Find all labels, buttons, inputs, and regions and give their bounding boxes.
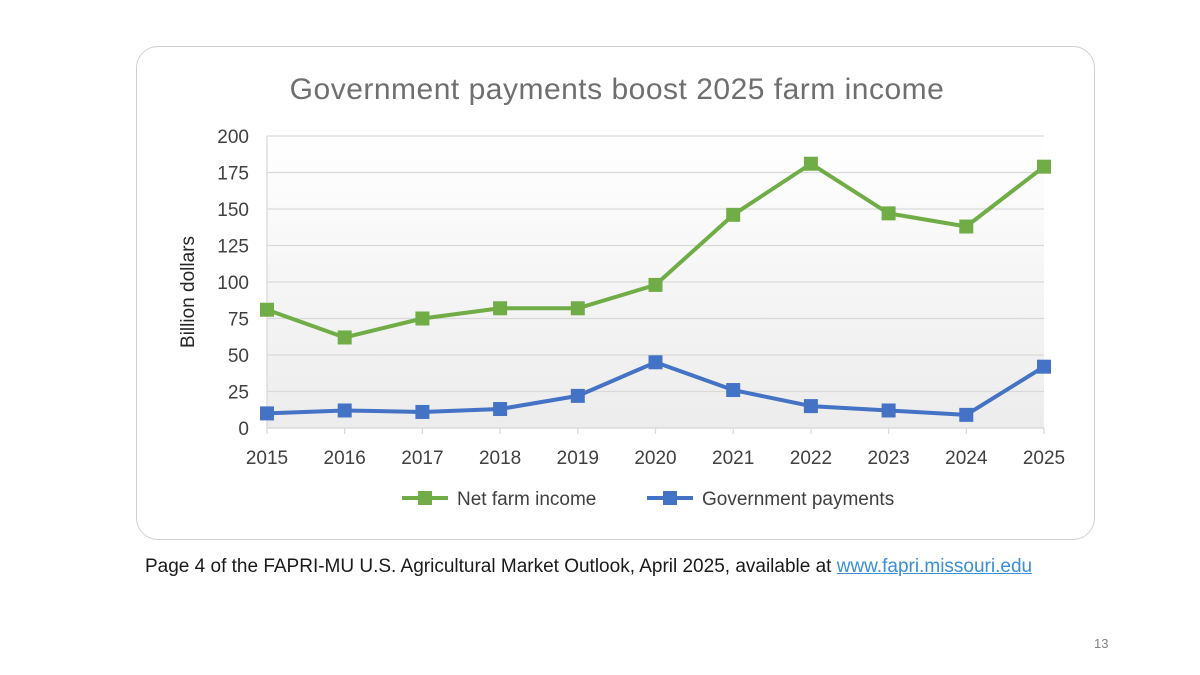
x-tick-label: 2016 [324, 448, 366, 469]
data-point-marker [1037, 159, 1051, 174]
chart-title: Government payments boost 2025 farm inco… [290, 73, 945, 106]
axis-layer: 0 25 50 75 100 125 150 175 200 2015 2016 2017 2018 20… [217, 127, 1065, 469]
data-point-marker [648, 277, 663, 292]
data-point-marker [493, 402, 508, 417]
x-tick-label: 2022 [790, 448, 832, 469]
data-point-marker [260, 302, 274, 317]
caption-text: Page 4 of the FAPRI-MU U.S. Agricultural… [145, 556, 832, 577]
x-tick-label: 2015 [246, 448, 288, 469]
x-tick-label: 2021 [712, 448, 754, 469]
x-tick-label: 2019 [557, 448, 599, 469]
data-point-marker [1037, 359, 1051, 374]
legend-label: Government payments [702, 489, 894, 510]
data-point-marker [337, 403, 352, 418]
data-point-marker [493, 301, 508, 316]
data-point-marker [415, 404, 430, 419]
data-point-marker [260, 406, 274, 421]
x-tick-label: 2018 [479, 448, 521, 469]
y-tick-label: 200 [217, 127, 249, 148]
y-tick-label: 75 [228, 310, 249, 331]
y-tick-label: 0 [238, 419, 249, 440]
data-point-marker [959, 407, 974, 422]
y-tick-label: 25 [228, 383, 249, 404]
data-point-marker [803, 399, 818, 414]
data-point-marker [959, 219, 974, 234]
y-axis-title: Billion dollars [178, 236, 199, 348]
data-point-marker [337, 330, 352, 345]
legend-swatch-marker [663, 491, 677, 505]
x-tick-label: 2023 [867, 448, 909, 469]
x-tick-label: 2020 [634, 448, 676, 469]
y-tick-label: 150 [217, 200, 249, 221]
fapri-website-link[interactable]: www.fapri.missouri.edu [836, 556, 1033, 577]
legend-swatch-marker [418, 491, 432, 505]
data-point-marker [881, 403, 896, 418]
x-tick-label: 2025 [1023, 448, 1065, 469]
legend: Net farm income Government payments [402, 489, 894, 510]
y-tick-label: 100 [217, 273, 249, 294]
x-tick-label: 2017 [401, 448, 443, 469]
series-layer [260, 156, 1051, 422]
data-point-marker [570, 301, 585, 316]
page-number: 13 [1094, 636, 1109, 651]
data-point-marker [570, 388, 585, 403]
line-chart: Government payments boost 2025 farm inco… [178, 73, 1065, 510]
y-tick-label: 125 [217, 237, 249, 258]
y-tick-label: 175 [217, 164, 249, 185]
data-point-marker [726, 383, 741, 398]
grid-layer [267, 135, 1044, 429]
source-caption: Page 4 of the FAPRI-MU U.S. Agricultural… [145, 556, 1032, 578]
data-point-marker [803, 156, 818, 171]
legend-label: Net farm income [457, 489, 596, 510]
chart-frame: Government payments boost 2025 farm inco… [136, 46, 1095, 540]
y-tick-label: 50 [228, 346, 249, 367]
data-point-marker [415, 311, 430, 326]
data-point-marker [648, 355, 663, 370]
data-point-marker [726, 207, 741, 222]
data-point-marker [881, 206, 896, 221]
x-tick-label: 2024 [945, 448, 988, 469]
